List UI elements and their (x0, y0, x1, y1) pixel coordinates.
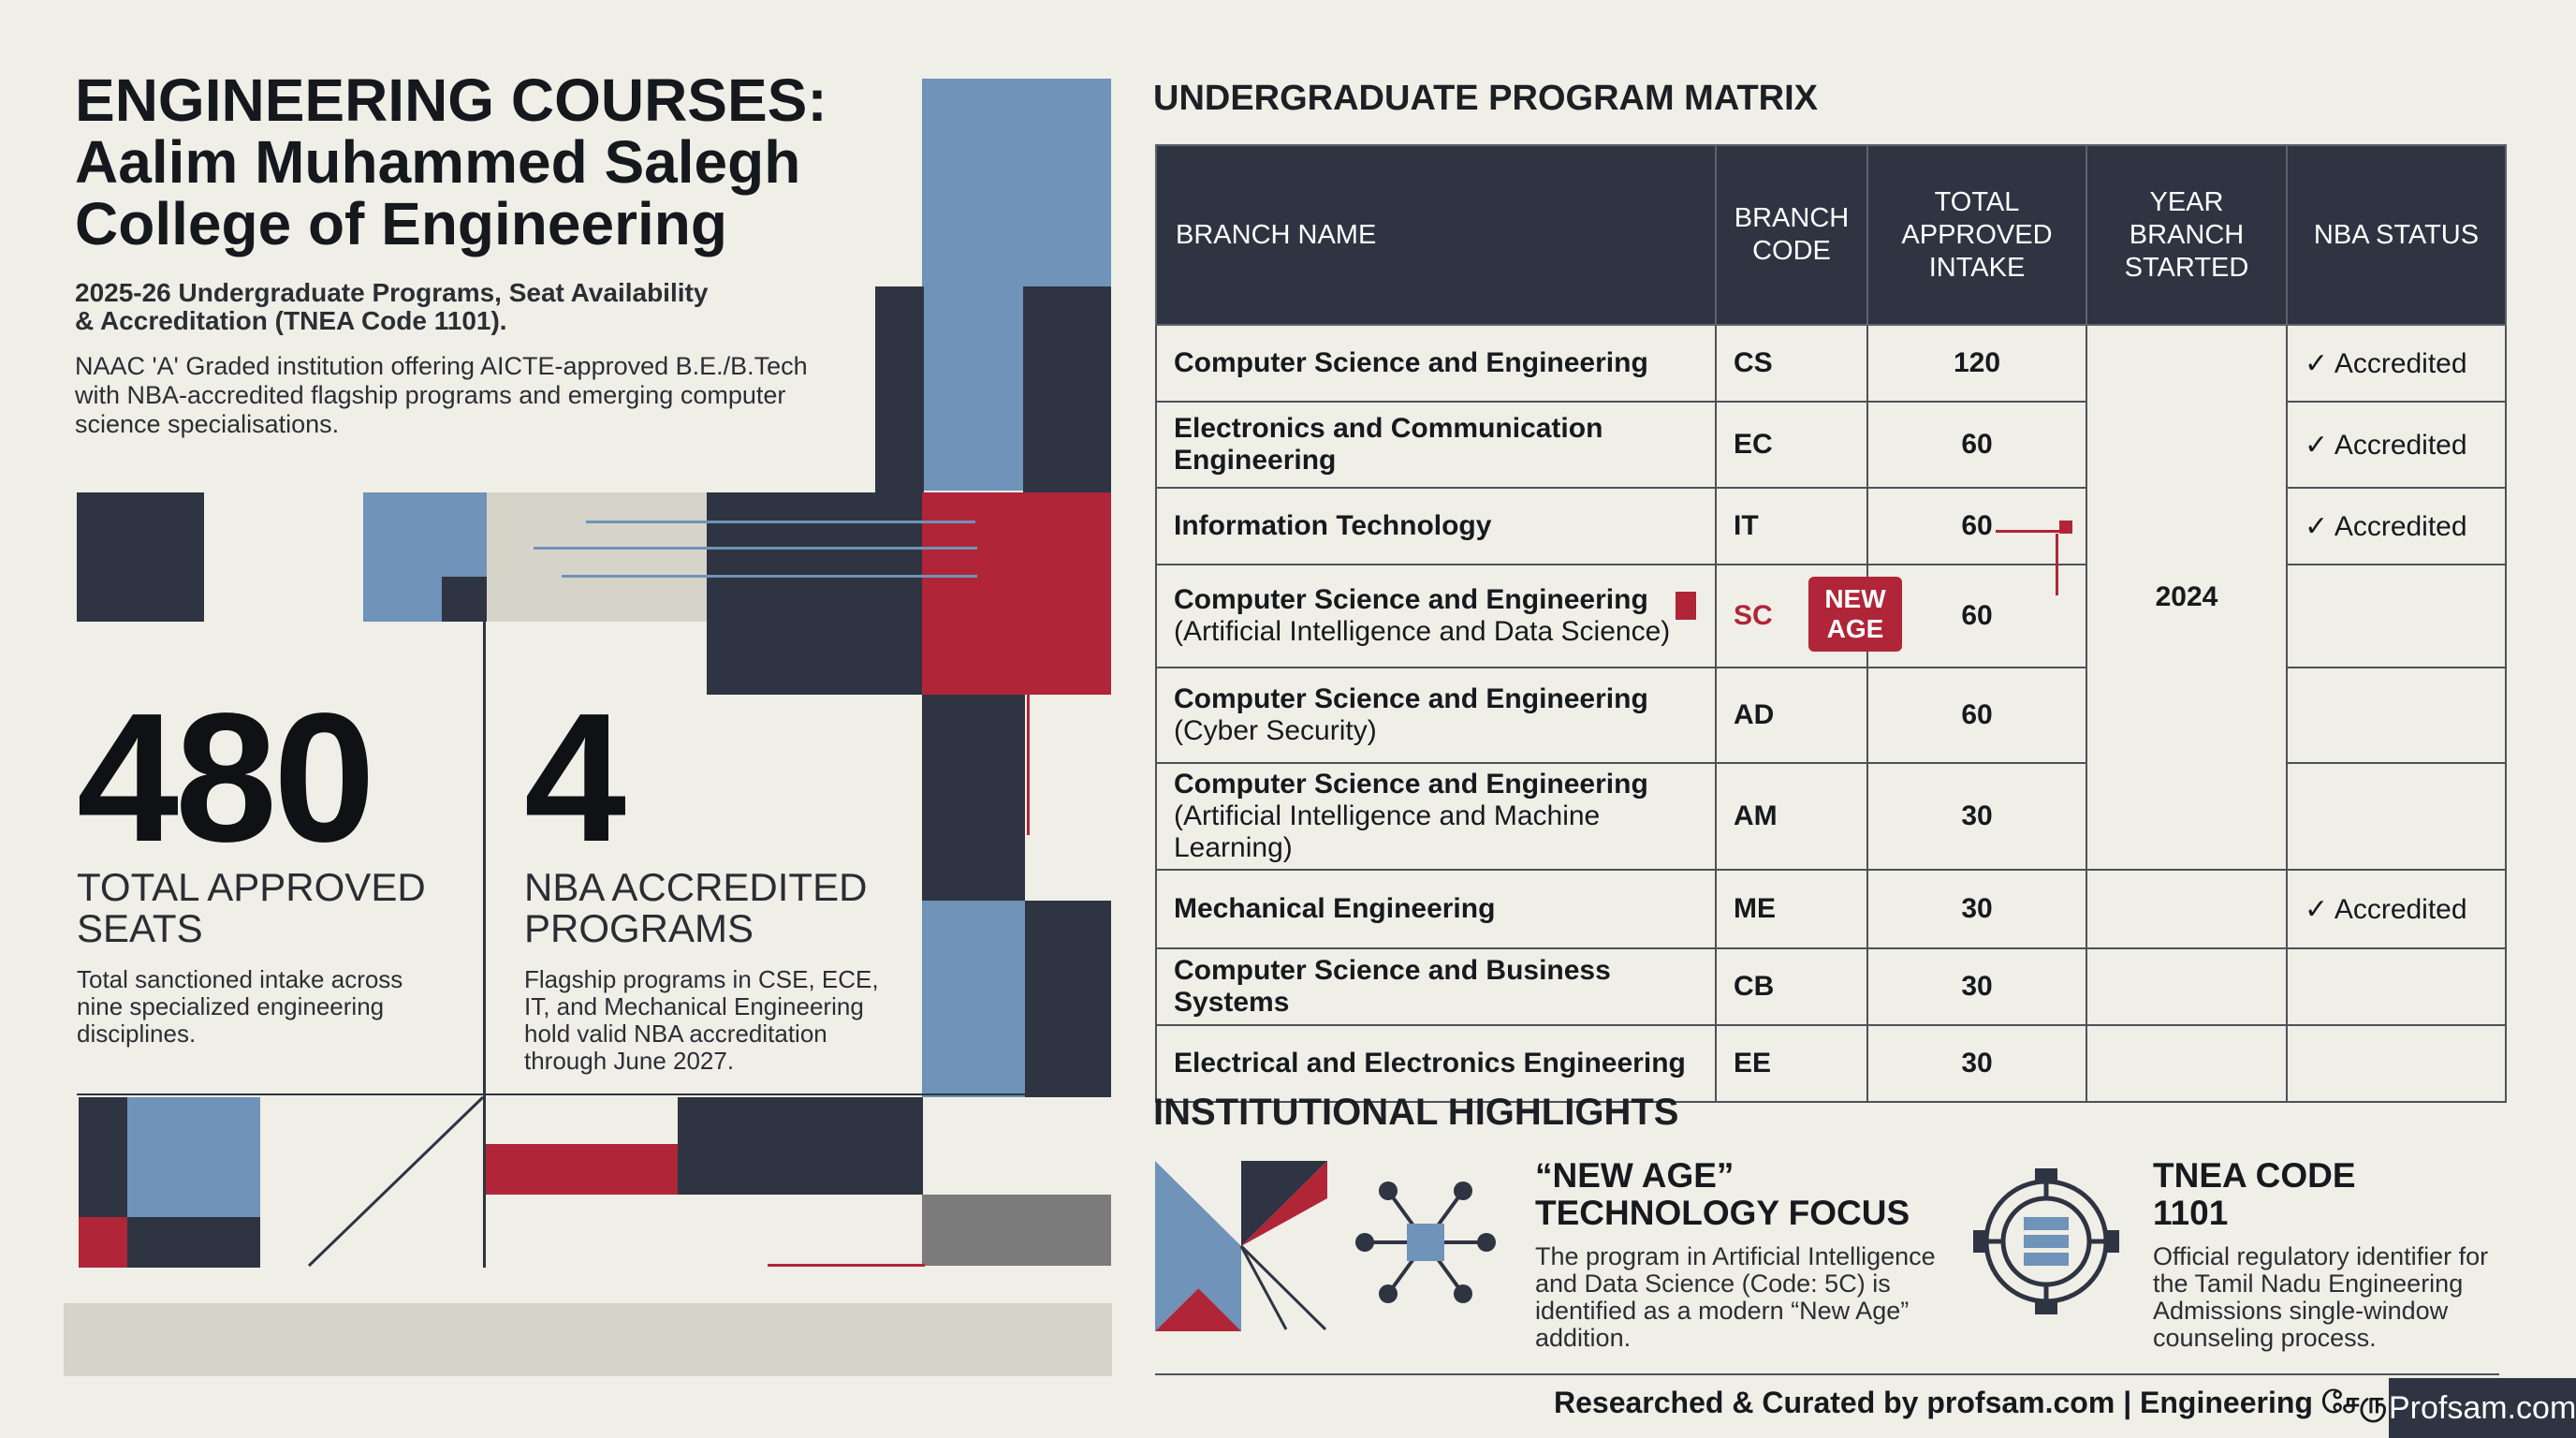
nba-status (2286, 667, 2507, 764)
matrix-title: UNDERGRADUATE PROGRAM MATRIX (1153, 79, 1819, 118)
table-header-row: BRANCH NAME BRANCH CODE TOTAL APPROVED I… (1155, 144, 2507, 326)
table-row: Information Technology IT 60 ✓ Accredite… (1155, 487, 2507, 565)
table-row: Mechanical Engineering ME 30 ✓ Accredite… (1155, 869, 2507, 949)
table-row: Computer Science and Engineering (Cyber S… (1155, 667, 2507, 764)
branch-code: IT (1715, 487, 1868, 565)
branch-name: Electronics and Communication Engineerin… (1155, 401, 1717, 489)
year-started: 2024 (2086, 324, 2288, 871)
intake-value: 60 (1866, 564, 2087, 668)
branch-name: Computer Science and Business Systems (1155, 947, 1717, 1026)
nba-status (2286, 1024, 2507, 1103)
branch-code: AD (1715, 667, 1868, 764)
branch-name: Information Technology (1155, 487, 1717, 565)
new-age-badge: NEW AGE (1808, 577, 1902, 652)
year-started-empty (2086, 1024, 2288, 1103)
accent-line (2056, 534, 2058, 595)
stat-label: TOTAL APPROVED SEATS (77, 865, 426, 950)
highlight-heading: “NEW AGE” TECHNOLOGY FOCUS (1535, 1156, 1910, 1232)
branch-code: CB (1715, 947, 1868, 1026)
header-year-started: YEAR BRANCH STARTED (2086, 144, 2288, 326)
branch-code: SC NEW AGE (1715, 564, 1902, 668)
header-nba-status: NBA STATUS (2286, 144, 2507, 326)
geometric-logo-icon (1155, 1161, 1327, 1331)
branch-name: Computer Science and Engineering (Artific… (1155, 762, 1717, 871)
page-subtitle: 2025-26 Undergraduate Programs, Seat Ava… (75, 278, 709, 335)
nba-status: ✓ Accredited (2286, 324, 2507, 403)
branch-name: Computer Science and Engineering (Cyber S… (1155, 667, 1717, 764)
year-started-empty (2086, 947, 2288, 1026)
program-matrix-table: BRANCH NAME BRANCH CODE TOTAL APPROVED I… (1155, 144, 2507, 1103)
branch-code: EC (1715, 401, 1868, 489)
table-row: Electronics and Communication Engineerin… (1155, 401, 2507, 489)
accent-square (1676, 592, 1696, 620)
stat-description: Total sanctioned intake across nine spec… (77, 965, 403, 1048)
footer-credit: Researched & Curated by profsam.com | En… (1554, 1386, 2433, 1419)
nba-status: ✓ Accredited (2286, 869, 2507, 949)
page-title: ENGINEERING COURSES: Aalim Muhammed Sale… (75, 66, 827, 257)
diagonal-line (307, 1095, 485, 1268)
server-target-icon (1973, 1168, 2119, 1314)
nba-status (2286, 564, 2507, 668)
table-row: Computer Science and Business Systems CB… (1155, 947, 2507, 1026)
intake-value: 120 (1866, 324, 2087, 403)
header-total-intake: TOTAL APPROVED INTAKE (1866, 144, 2087, 326)
highlight-new-age: “NEW AGE” TECHNOLOGY FOCUS The program i… (1535, 1157, 1947, 1352)
header-branch-code: BRANCH CODE (1715, 144, 1868, 326)
nba-status (2286, 762, 2507, 871)
intake-value: 60 (1866, 667, 2087, 764)
watermark-badge: Profsam.com (2389, 1378, 2576, 1438)
table-row: Computer Science and Engineering (Artific… (1155, 564, 2507, 668)
branch-name: Computer Science and Engineering (1155, 324, 1717, 403)
nba-status: ✓ Accredited (2286, 487, 2507, 565)
year-started-empty (2086, 869, 2288, 949)
header-branch-name: BRANCH NAME (1155, 144, 1717, 326)
branch-code: EE (1715, 1024, 1868, 1103)
accent-square (2059, 521, 2072, 534)
accent-line (1996, 530, 2067, 533)
highlight-text: Official regulatory identifier for the T… (2153, 1242, 2489, 1352)
stat-value: 4 (524, 675, 626, 880)
intake-value: 30 (1866, 869, 2087, 949)
table-row: Computer Science and Engineering (Artific… (1155, 762, 2507, 871)
highlight-tnea-code: TNEA CODE 1101 Official regulatory ident… (2153, 1157, 2499, 1352)
page-description: NAAC 'A' Graded institution offering AIC… (75, 352, 808, 438)
nba-status: ✓ Accredited (2286, 401, 2507, 489)
branch-code: CS (1715, 324, 1868, 403)
branch-name: Computer Science and Engineering (Artific… (1155, 564, 1717, 668)
footer-divider (1155, 1373, 2499, 1375)
table-row: Electrical and Electronics Engineering E… (1155, 1024, 2507, 1103)
intake-value: 30 (1866, 947, 2087, 1026)
nba-status (2286, 947, 2507, 1026)
highlights-title: INSTITUTIONAL HIGHLIGHTS (1153, 1092, 1679, 1133)
network-node-icon (1355, 1181, 1496, 1303)
stat-description: Flagship programs in CSE, ECE, IT, and M… (524, 965, 879, 1075)
stat-total-seats: 480 TOTAL APPROVED SEATS Total sanctione… (77, 675, 451, 1048)
stat-nba-programs: 4 NBA ACCREDITED PROGRAMS Flagship progr… (524, 675, 899, 1075)
branch-code: ME (1715, 869, 1868, 949)
intake-value: 30 (1866, 1024, 2087, 1103)
table-row: Computer Science and Engineering CS 120 … (1155, 324, 2507, 871)
branch-name: Electrical and Electronics Engineering (1155, 1024, 1717, 1103)
highlight-heading: TNEA CODE 1101 (2153, 1156, 2356, 1232)
intake-value: 30 (1866, 762, 2087, 871)
stat-label: NBA ACCREDITED PROGRAMS (524, 865, 868, 950)
highlight-text: The program in Artificial Intelligence a… (1535, 1242, 1936, 1352)
intake-value: 60 (1866, 401, 2087, 489)
branch-code: AM (1715, 762, 1868, 871)
intake-value: 60 (1866, 487, 2087, 565)
stat-value: 480 (77, 675, 375, 880)
branch-name: Mechanical Engineering (1155, 869, 1717, 949)
